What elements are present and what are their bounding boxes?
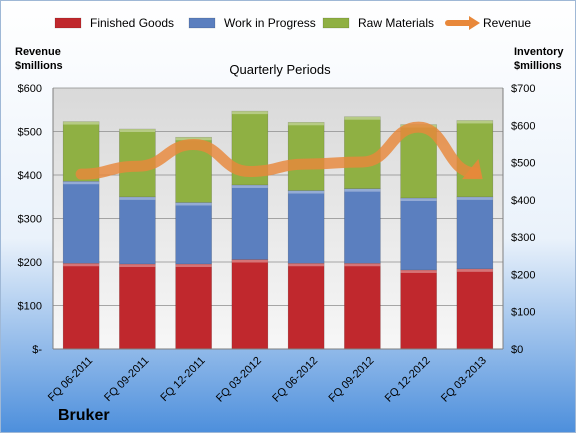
bar-work-in-progress bbox=[175, 202, 212, 265]
bar-highlight bbox=[119, 263, 156, 267]
bar-finished-goods bbox=[175, 263, 212, 350]
bar-highlight bbox=[119, 129, 156, 133]
legend-swatch-finished-goods bbox=[54, 17, 82, 29]
bar-work-in-progress bbox=[344, 188, 381, 264]
bar-highlight bbox=[119, 196, 156, 200]
revenue-arrowhead bbox=[462, 158, 483, 180]
bars bbox=[62, 110, 494, 350]
right-tick-label: $100 bbox=[511, 307, 535, 319]
right-axis-title-line2: $millions bbox=[514, 60, 562, 72]
legend-label-finished-goods: Finished Goods bbox=[90, 16, 174, 30]
bar-finished-goods bbox=[62, 262, 100, 350]
bar-highlight bbox=[344, 116, 381, 120]
bar-finished-goods bbox=[400, 269, 437, 350]
left-tick-label: $600 bbox=[18, 83, 42, 95]
bar-highlight bbox=[63, 121, 100, 125]
legend-swatch-raw-materials bbox=[322, 17, 350, 29]
bar-raw-materials bbox=[287, 122, 325, 191]
right-axis-title-line1: Inventory bbox=[514, 46, 564, 58]
bar-highlight bbox=[231, 111, 268, 115]
bar-work-in-progress bbox=[231, 184, 269, 260]
bar-highlight bbox=[344, 263, 381, 267]
left-tick-label: $100 bbox=[18, 301, 42, 313]
legend: Finished Goods Work in Progress Raw Materi… bbox=[54, 16, 531, 30]
right-tick-label: $500 bbox=[511, 158, 535, 170]
bar-highlight bbox=[63, 181, 100, 185]
left-axis-title-line2: $millions bbox=[15, 60, 63, 72]
chart-title: Quarterly Periods bbox=[229, 62, 331, 77]
bar-highlight bbox=[231, 259, 268, 263]
bar-highlight bbox=[175, 202, 212, 206]
bar-highlight bbox=[400, 197, 437, 201]
revenue-line bbox=[75, 121, 481, 180]
right-tick-label: $300 bbox=[511, 232, 535, 244]
bar-highlight bbox=[456, 120, 493, 124]
bar-highlight bbox=[288, 263, 325, 267]
bar-work-in-progress bbox=[287, 190, 325, 264]
bar-finished-goods bbox=[119, 263, 156, 350]
bar-highlight bbox=[175, 137, 212, 141]
bar-finished-goods bbox=[456, 268, 494, 350]
bar-highlight bbox=[175, 263, 212, 267]
left-tick-label: $300 bbox=[18, 214, 42, 226]
bar-highlight bbox=[456, 268, 493, 272]
company-label: Bruker bbox=[58, 407, 110, 424]
right-tick-label: $200 bbox=[511, 269, 535, 281]
left-tick-label: $400 bbox=[18, 170, 42, 182]
left-axis-title-line1: Revenue bbox=[15, 46, 61, 58]
revenue-line-layer bbox=[75, 121, 483, 180]
bar-highlight bbox=[63, 263, 100, 267]
legend-arrowhead bbox=[469, 16, 480, 30]
left-tick-label: $- bbox=[32, 344, 42, 356]
legend-swatch-work-in-progress bbox=[188, 17, 216, 29]
bar-finished-goods bbox=[287, 262, 325, 350]
bar-highlight bbox=[288, 190, 325, 194]
bar-highlight bbox=[456, 196, 493, 200]
left-tick-label: $500 bbox=[18, 127, 42, 139]
bar-work-in-progress bbox=[119, 196, 156, 265]
left-tick-label: $200 bbox=[18, 257, 42, 269]
bar-work-in-progress bbox=[400, 197, 437, 271]
bar-finished-goods bbox=[231, 259, 269, 350]
legend-label-revenue: Revenue bbox=[483, 16, 531, 30]
bar-work-in-progress bbox=[456, 196, 494, 270]
bar-raw-materials bbox=[456, 120, 494, 198]
right-tick-label: $0 bbox=[511, 344, 523, 356]
right-tick-label: $400 bbox=[511, 195, 535, 207]
right-tick-label: $600 bbox=[511, 120, 535, 132]
legend-label-work-in-progress: Work in Progress bbox=[224, 16, 316, 30]
bar-highlight bbox=[344, 188, 381, 192]
bar-raw-materials bbox=[344, 116, 381, 189]
bar-highlight bbox=[231, 184, 268, 188]
legend-label-raw-materials: Raw Materials bbox=[358, 16, 434, 30]
bar-highlight bbox=[288, 122, 325, 126]
bar-finished-goods bbox=[344, 262, 381, 350]
right-tick-label: $700 bbox=[511, 83, 535, 95]
bar-work-in-progress bbox=[62, 180, 100, 264]
bar-highlight bbox=[400, 269, 437, 273]
